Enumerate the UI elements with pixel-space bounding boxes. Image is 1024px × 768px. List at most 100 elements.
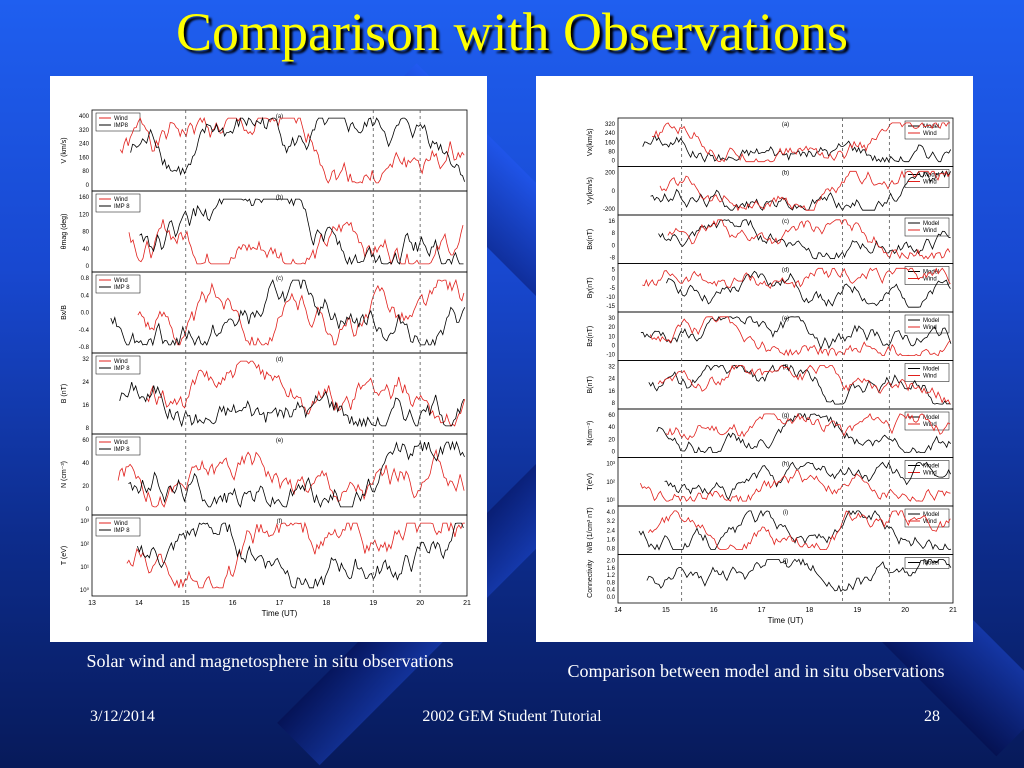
y-tick-label: -0.4 bbox=[79, 328, 90, 334]
y-axis-label: B(nT) bbox=[587, 376, 594, 394]
series-trace bbox=[665, 412, 951, 441]
y-tick-label: -10 bbox=[606, 295, 615, 301]
y-tick-label: 240 bbox=[79, 142, 90, 148]
legend-label: Wind bbox=[114, 116, 128, 122]
footer-title: 2002 GEM Student Tutorial bbox=[422, 708, 602, 725]
y-tick-label: 160 bbox=[605, 140, 616, 146]
x-tick-label: 16 bbox=[229, 600, 237, 607]
y-tick-label: 40 bbox=[82, 461, 89, 467]
series-trace bbox=[664, 461, 951, 501]
legend-label: Wind bbox=[114, 278, 128, 284]
legend bbox=[904, 557, 950, 569]
x-tick-label: 17 bbox=[758, 607, 766, 614]
legend-label: Model bbox=[923, 270, 939, 276]
y-tick-label: 10⁰ bbox=[80, 587, 90, 594]
y-axis-label: By(nT) bbox=[587, 277, 594, 298]
x-tick-label: 15 bbox=[662, 607, 670, 614]
y-tick-label: -5 bbox=[610, 286, 616, 292]
y-tick-label: 0.8 bbox=[81, 276, 90, 282]
y-tick-label: 80 bbox=[82, 230, 89, 236]
legend-label: Model bbox=[923, 173, 939, 179]
y-tick-label: 240 bbox=[605, 131, 616, 137]
x-tick-label: 14 bbox=[135, 600, 143, 607]
series-trace bbox=[137, 522, 464, 589]
legend-label: Model bbox=[923, 464, 939, 470]
series-trace bbox=[128, 440, 465, 509]
right-figure-plot: (a)320240160800Vx(km/s)ModelWind(b)2000-… bbox=[587, 117, 957, 625]
series-trace bbox=[640, 469, 951, 503]
legend-label: Wind bbox=[923, 131, 937, 137]
y-tick-label: 0.4 bbox=[607, 588, 616, 594]
series-trace bbox=[126, 521, 465, 589]
y-axis-label: V (km/s) bbox=[61, 137, 68, 163]
y-axis-label: Bz(nT) bbox=[587, 326, 594, 347]
y-tick-label: 20 bbox=[82, 484, 89, 490]
page-number: 28 bbox=[924, 708, 940, 725]
subplot-tag: (g) bbox=[782, 413, 789, 419]
legend-label: Wind bbox=[114, 521, 128, 527]
y-tick-label: 0 bbox=[612, 450, 616, 456]
y-axis-label: Vx(km/s) bbox=[587, 128, 594, 156]
y-tick-label: 40 bbox=[82, 247, 89, 253]
y-tick-label: 10² bbox=[80, 542, 89, 548]
y-tick-label: 160 bbox=[79, 155, 90, 161]
y-tick-label: 0.0 bbox=[607, 595, 616, 601]
series-trace bbox=[137, 278, 465, 347]
y-tick-label: 320 bbox=[79, 128, 90, 134]
series-trace bbox=[659, 170, 951, 212]
series-trace bbox=[146, 360, 466, 427]
y-tick-label: 0 bbox=[612, 159, 616, 165]
x-axis-label: Time (UT) bbox=[262, 609, 298, 618]
left-figure: (a) 400 320 240 160 80 0 V (km/s) Wind IMP8 (b) 160… bbox=[50, 76, 487, 642]
legend-label: Wind bbox=[923, 519, 937, 525]
y-tick-label: 10¹ bbox=[80, 565, 89, 571]
legend-label: Wind bbox=[923, 422, 937, 428]
y-tick-label: 1.2 bbox=[607, 573, 616, 579]
legend-label: Wind bbox=[114, 359, 128, 365]
y-tick-label: 0.0 bbox=[81, 311, 90, 317]
legend-label: Wind bbox=[923, 325, 937, 331]
x-tick-label: 13 bbox=[88, 600, 96, 607]
footer-date: 3/12/2014 bbox=[90, 708, 155, 725]
series-trace bbox=[652, 122, 951, 163]
y-axis-label: Bx/B bbox=[61, 305, 68, 320]
legend-label: Model bbox=[923, 415, 939, 421]
series-trace bbox=[117, 448, 465, 508]
x-tick-label: 15 bbox=[182, 600, 190, 607]
x-tick-label: 20 bbox=[416, 600, 424, 607]
subplot-tag: (f) bbox=[277, 519, 283, 525]
legend-label: IMP 8 bbox=[114, 285, 130, 291]
y-tick-label: 1.6 bbox=[607, 566, 616, 572]
series-trace bbox=[656, 412, 951, 454]
series-trace bbox=[640, 316, 952, 351]
y-axis-label: N(cm⁻³) bbox=[587, 421, 594, 446]
y-tick-label: 4.0 bbox=[607, 510, 616, 516]
series-trace bbox=[139, 197, 464, 266]
legend-label: Model bbox=[923, 318, 939, 324]
y-tick-label: 2.0 bbox=[607, 559, 616, 565]
series-trace bbox=[119, 382, 465, 428]
series-trace bbox=[119, 116, 465, 184]
y-tick-label: 30 bbox=[608, 316, 615, 322]
y-tick-label: 0 bbox=[612, 277, 616, 283]
series-trace bbox=[642, 267, 951, 290]
y-tick-label: 1.6 bbox=[607, 537, 616, 543]
y-tick-label: 16 bbox=[608, 389, 615, 395]
x-tick-label: 16 bbox=[710, 607, 718, 614]
y-tick-label: 5 bbox=[612, 268, 616, 274]
plot-frame bbox=[91, 352, 468, 435]
y-tick-label: 200 bbox=[605, 171, 616, 177]
x-tick-label: 18 bbox=[806, 607, 814, 614]
series-trace bbox=[110, 279, 466, 347]
x-tick-label: 19 bbox=[369, 600, 377, 607]
y-tick-label: 0 bbox=[86, 183, 90, 189]
y-tick-label: 0 bbox=[86, 507, 90, 513]
series-trace bbox=[128, 219, 464, 266]
y-tick-label: -15 bbox=[606, 304, 615, 310]
